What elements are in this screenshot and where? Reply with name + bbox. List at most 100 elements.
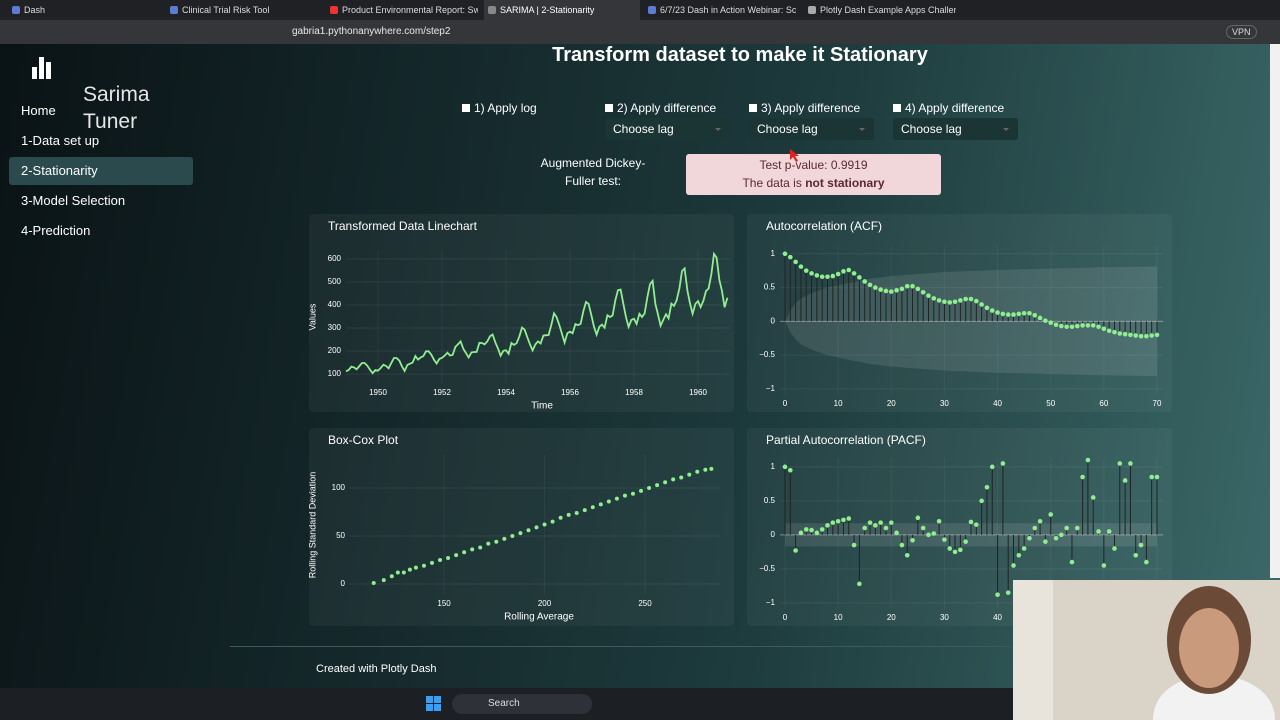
stem-marker	[1032, 525, 1038, 531]
start-button[interactable]	[424, 694, 444, 714]
stem-marker	[910, 283, 915, 289]
tab[interactable]: 6/7/23 Dash in Action Webinar: Script	[644, 0, 796, 20]
stem-marker	[819, 274, 825, 280]
stem-marker	[825, 274, 830, 280]
scrollbar[interactable]	[1270, 44, 1280, 578]
x-axis-title: Rolling Average	[504, 612, 574, 623]
y-tick-label: 200	[328, 346, 342, 355]
stem-marker	[1048, 512, 1054, 517]
dropdown[interactable]: Choose lag	[893, 118, 1018, 140]
tab[interactable]: Plotly Dash Example Apps Challenge -	[804, 0, 956, 20]
stem-marker	[1011, 312, 1016, 317]
nav-link[interactable]: 2-Stationarity	[21, 163, 98, 178]
data-line	[345, 251, 729, 375]
checkbox[interactable]: 1) Apply log	[462, 101, 537, 115]
nav-link[interactable]: 3-Model Selection	[21, 193, 126, 208]
stem-marker	[867, 282, 873, 288]
scatter-point	[655, 483, 660, 488]
scatter-point	[639, 488, 644, 493]
tab[interactable]: Clinical Trial Risk Tool	[166, 0, 318, 20]
stem-marker	[1037, 315, 1043, 321]
tab-icon	[648, 6, 656, 14]
stem-marker	[947, 546, 953, 551]
dropdown[interactable]: Choose lag	[605, 118, 730, 140]
stem-marker	[867, 520, 873, 525]
brand: Sarima Tuner	[83, 81, 150, 135]
stem-marker	[1053, 535, 1059, 541]
checkbox-box	[893, 104, 901, 112]
stem-marker	[1085, 457, 1091, 463]
nav-active-bg	[9, 157, 193, 185]
stem-marker	[782, 251, 788, 257]
stem-marker	[798, 530, 804, 536]
stem-marker	[862, 279, 868, 284]
y-axis-title: Values	[307, 303, 317, 330]
scatter-point	[486, 541, 491, 546]
footer: Created with Plotly Dash	[316, 663, 437, 675]
stem-marker	[803, 527, 809, 532]
stem-marker	[915, 515, 921, 521]
scatter-point	[470, 547, 475, 552]
scatter-point	[510, 533, 515, 538]
stem-marker	[1085, 323, 1091, 328]
nav-link[interactable]: 4-Prediction	[21, 223, 91, 238]
stem-marker	[1032, 312, 1038, 318]
y-tick-label: 500	[328, 277, 342, 286]
chart-panel	[309, 428, 734, 626]
vpn-button[interactable]: VPN	[1226, 25, 1257, 39]
scatter-point	[598, 502, 603, 507]
scatter-point	[566, 512, 571, 517]
x-tick-label: 200	[538, 599, 552, 608]
scatter-point	[622, 493, 627, 498]
page-title: Transform dataset to make it Stationary	[552, 44, 928, 66]
scatter-point	[446, 556, 451, 561]
chart: Autocorrelation (ACF) 1 0.5 0 −0.5 −1 0 10 20 30 4…	[747, 214, 1172, 412]
address-bar	[0, 20, 1280, 44]
stem-marker	[1096, 529, 1101, 534]
nav-link[interactable]: Home	[21, 103, 56, 118]
scatter-point	[663, 480, 668, 485]
scatter-point	[429, 560, 434, 565]
brand-line: Tuner	[83, 110, 138, 133]
nav-link[interactable]: 1-Data set up	[21, 133, 100, 148]
checkbox[interactable]: 2) Apply difference	[605, 101, 716, 115]
y-tick-label: −0.5	[759, 350, 775, 359]
checkbox[interactable]: 3) Apply difference	[749, 101, 860, 115]
scatter-point	[526, 528, 531, 533]
stem-marker	[984, 484, 990, 490]
checkbox[interactable]: 4) Apply difference	[893, 101, 1004, 115]
scatter-point	[574, 510, 579, 515]
tab[interactable]: SARIMA | 2-Stationarity	[484, 0, 640, 20]
brand-line: Sarima	[83, 83, 150, 106]
dropdown[interactable]: Choose lag	[749, 118, 874, 140]
scatter-point	[381, 578, 386, 583]
x-tick-label: 40	[993, 613, 1002, 622]
stem-marker	[1074, 323, 1080, 329]
taskbar-search[interactable]: Search	[452, 694, 592, 714]
stem-marker	[873, 523, 878, 528]
stem-marker	[825, 523, 830, 528]
y-tick-label: 0.5	[764, 496, 776, 505]
scatter-point	[502, 536, 507, 541]
tab[interactable]: Dash	[8, 0, 158, 20]
tab[interactable]: Product Environmental Report: Swiss (	[326, 0, 478, 20]
logo-bar	[39, 57, 44, 79]
stem-marker	[788, 254, 793, 260]
start-tile	[434, 704, 441, 711]
url[interactable]: gabria1.pythonanywhere.com/step2	[292, 26, 451, 37]
stem-marker	[1096, 324, 1101, 330]
scatter-point	[558, 515, 563, 520]
stem-marker	[936, 298, 942, 303]
stem-marker	[782, 464, 788, 470]
stem-marker	[1144, 559, 1149, 565]
stem-marker	[793, 259, 798, 265]
stem-marker	[809, 271, 814, 276]
scatter-point	[413, 565, 418, 570]
stem-marker	[862, 525, 868, 531]
x-tick-label: 70	[1153, 399, 1162, 408]
stem-marker	[798, 264, 804, 269]
stem-marker	[1021, 310, 1027, 316]
scatter-point	[407, 567, 412, 572]
scatter-point	[395, 570, 400, 575]
stem-marker	[931, 296, 937, 301]
